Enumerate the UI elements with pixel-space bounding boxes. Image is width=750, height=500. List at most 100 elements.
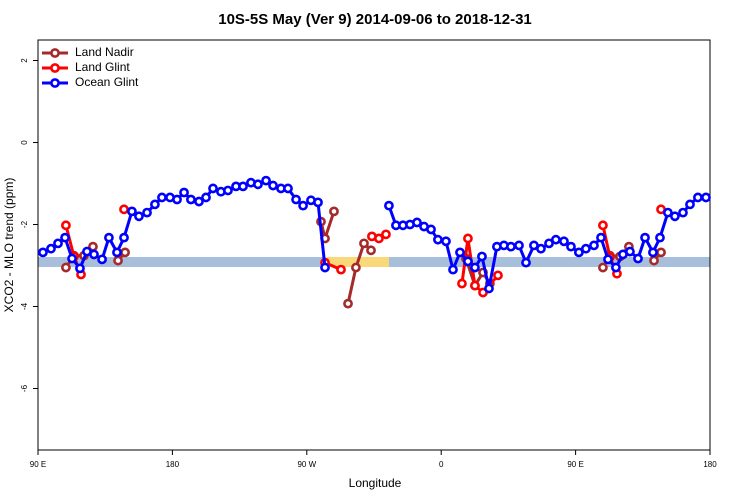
data-point bbox=[97, 254, 107, 265]
legend-label: Ocean Glint bbox=[75, 75, 139, 89]
data-point bbox=[648, 247, 658, 258]
legend-marker bbox=[50, 63, 60, 73]
data-point bbox=[112, 247, 122, 258]
data-point bbox=[366, 245, 376, 256]
data-point bbox=[336, 264, 346, 275]
data-point bbox=[603, 254, 613, 265]
data-point bbox=[441, 236, 451, 247]
data-point bbox=[313, 197, 323, 208]
data-point bbox=[201, 192, 211, 203]
data-point bbox=[470, 280, 480, 291]
data-point bbox=[291, 194, 301, 205]
y-tick-label: -2 bbox=[20, 220, 29, 228]
data-point bbox=[359, 238, 369, 249]
data-point bbox=[374, 233, 384, 244]
data-point bbox=[589, 240, 599, 251]
legend-marker bbox=[50, 48, 60, 58]
series-line bbox=[346, 241, 373, 304]
data-point bbox=[384, 200, 394, 211]
data-point bbox=[470, 262, 480, 273]
x-tick-label: 180 bbox=[166, 460, 180, 469]
data-point bbox=[598, 220, 608, 231]
data-point bbox=[194, 196, 204, 207]
data-point bbox=[134, 211, 144, 222]
data-point bbox=[119, 204, 129, 215]
y-tick-label: 0 bbox=[20, 140, 29, 145]
data-point bbox=[120, 247, 130, 258]
data-point bbox=[670, 211, 680, 222]
data-point bbox=[573, 247, 584, 258]
data-point bbox=[693, 192, 703, 203]
data-point bbox=[75, 263, 85, 274]
data-point bbox=[381, 229, 391, 240]
data-point bbox=[412, 217, 422, 228]
data-point bbox=[463, 233, 473, 244]
data-point bbox=[655, 232, 665, 243]
data-point bbox=[283, 183, 293, 194]
data-point bbox=[477, 251, 487, 262]
data-point bbox=[426, 224, 436, 235]
data-point bbox=[448, 264, 458, 275]
data-point bbox=[172, 194, 182, 205]
data-point bbox=[119, 232, 129, 243]
data-point bbox=[455, 247, 465, 258]
y-tick-label: 2 bbox=[20, 58, 29, 63]
data-point bbox=[678, 207, 688, 218]
data-point bbox=[46, 243, 56, 254]
data-point bbox=[566, 241, 576, 252]
data-point bbox=[457, 278, 467, 289]
data-point bbox=[61, 220, 71, 231]
data-point bbox=[649, 255, 659, 266]
data-point bbox=[581, 243, 591, 254]
data-point bbox=[60, 232, 70, 243]
data-point bbox=[53, 238, 63, 249]
data-point bbox=[67, 253, 77, 264]
data-point bbox=[625, 246, 635, 257]
data-point bbox=[343, 298, 353, 309]
data-point bbox=[351, 262, 361, 273]
data-point bbox=[329, 206, 339, 217]
data-point bbox=[127, 206, 137, 217]
data-point bbox=[238, 181, 248, 192]
data-point bbox=[104, 232, 114, 243]
data-point bbox=[550, 234, 561, 245]
data-point bbox=[536, 243, 546, 254]
data-point bbox=[320, 262, 330, 273]
data-point bbox=[150, 199, 160, 210]
x-tick-label: 90 W bbox=[297, 460, 316, 469]
plot-frame bbox=[37, 39, 711, 451]
y-axis-label: XCO2 - MLO trend (ppm) bbox=[2, 178, 16, 313]
chart-title: 10S-5S May (Ver 9) 2014-09-06 to 2018-12… bbox=[218, 11, 532, 28]
data-point bbox=[223, 185, 233, 196]
data-point bbox=[253, 179, 263, 190]
legend-label: Land Nadir bbox=[75, 45, 134, 59]
data-point bbox=[598, 262, 608, 273]
y-tick-label: -6 bbox=[20, 384, 29, 392]
data-point bbox=[186, 194, 196, 205]
x-tick-label: 0 bbox=[439, 460, 444, 469]
data-point bbox=[640, 232, 650, 243]
data-point bbox=[662, 207, 673, 218]
data-point bbox=[484, 283, 494, 294]
data-point bbox=[89, 249, 99, 260]
data-point bbox=[521, 257, 531, 268]
data-point bbox=[685, 199, 695, 210]
legend-marker bbox=[50, 78, 60, 88]
data-point bbox=[596, 232, 606, 243]
legend-label: Land Glint bbox=[75, 60, 130, 74]
data-point bbox=[179, 187, 189, 198]
data-point bbox=[611, 262, 621, 273]
x-tick-label: 90 E bbox=[567, 460, 583, 469]
data-point bbox=[633, 253, 643, 264]
data-point bbox=[261, 175, 271, 186]
data-point bbox=[113, 255, 123, 266]
y-tick-label: -4 bbox=[20, 302, 29, 310]
data-point bbox=[298, 200, 308, 211]
data-point bbox=[157, 192, 167, 203]
data-point bbox=[493, 270, 503, 281]
data-point bbox=[701, 192, 711, 203]
data-point bbox=[544, 238, 554, 249]
data-point bbox=[268, 180, 278, 191]
data-point bbox=[506, 241, 516, 252]
